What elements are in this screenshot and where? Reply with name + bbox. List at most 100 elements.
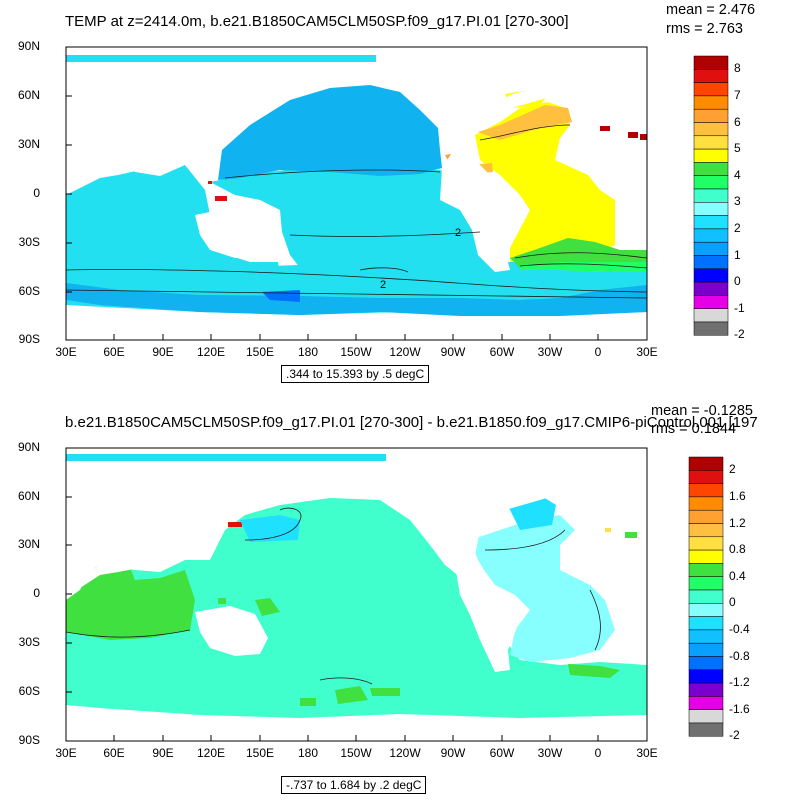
lon-label: 30W: [537, 746, 563, 760]
diff-atlantic: [470, 515, 615, 662]
lat-label: 30S: [18, 235, 40, 249]
colorbar-swatch: [688, 722, 724, 737]
colorbar-label: 0.8: [729, 542, 746, 557]
lon-label: 150W: [340, 746, 372, 760]
continent-americas: [440, 62, 560, 272]
lat-label: 60S: [18, 284, 40, 298]
colorbar-swatch: [693, 241, 729, 256]
panel1-map: 2 2: [65, 46, 648, 341]
lon-label: 60E: [103, 345, 125, 359]
colorbar-swatch: [688, 509, 724, 524]
colorbar-swatch: [688, 523, 724, 538]
lat-label: 60N: [17, 489, 40, 503]
lon-label: 90E: [152, 746, 174, 760]
colorbar-swatch: [693, 122, 729, 137]
colorbar-label: 6: [734, 114, 741, 129]
panel1-mean: mean = 2.476: [666, 2, 756, 18]
colorbar-swatch: [693, 321, 729, 336]
diff-americas: [440, 462, 560, 672]
colorbar-swatch: [688, 483, 724, 498]
lon-label: 30E: [636, 345, 658, 359]
colorbar-label: 2: [729, 462, 736, 477]
lon-label: 120E: [196, 746, 226, 760]
colorbar-label: 0: [734, 274, 741, 289]
panel2-title: b.e21.B1850CAM5CLM50SP.f09_g17.PI.01 [27…: [65, 414, 758, 431]
north-pacific: [218, 85, 442, 180]
pacific-cyan: [210, 168, 500, 268]
colorbar-label: 3: [734, 194, 741, 209]
colorbar-label: -1.2: [729, 675, 750, 690]
lon-label: 60E: [103, 746, 125, 760]
colorbar-swatch: [693, 69, 729, 83]
panel1-title: TEMP at z=2414.0m, b.e21.B1850CAM5CLM50S…: [65, 13, 569, 30]
colorbar-label: 1.2: [729, 515, 746, 530]
colorbar-swatch: [693, 255, 729, 270]
colorbar-swatch: [693, 281, 729, 296]
lon-label: 150W: [340, 345, 372, 359]
lon-label: 0: [594, 345, 602, 359]
panel1-range-box: .344 to 15.393 by .5 degC: [281, 365, 430, 383]
colorbar-swatch: [688, 642, 724, 657]
colorbar-swatch: [693, 268, 729, 283]
panel1-colorbar: [693, 55, 729, 336]
colorbar-label: -2: [729, 728, 740, 743]
colorbar-swatch: [688, 576, 724, 591]
panel2-map: [65, 447, 648, 742]
panel1-ticks: [65, 46, 648, 341]
lat-label: 90S: [18, 733, 40, 747]
colorbar-swatch: [688, 669, 724, 684]
lon-label: 90W: [440, 345, 466, 359]
lon-label: 90E: [152, 345, 174, 359]
lon-label: 30E: [55, 746, 77, 760]
colorbar-swatch: [688, 696, 724, 710]
lon-label: 180: [297, 746, 319, 760]
colorbar-label: 2: [734, 220, 741, 235]
colorbar-swatch: [693, 215, 729, 230]
continent-africa: [66, 148, 160, 195]
lat-label: 90S: [18, 332, 40, 346]
lon-label: 120E: [196, 345, 226, 359]
colorbar-swatch: [688, 456, 724, 471]
panel2-rms: rms = 0.1844: [651, 421, 737, 437]
colorbar-swatch: [693, 108, 729, 123]
colorbar-swatch: [688, 563, 724, 577]
colorbar-swatch: [693, 295, 729, 309]
colorbar-swatch: [688, 629, 724, 644]
lon-label: 60W: [489, 746, 515, 760]
lon-label: 0: [594, 746, 602, 760]
colorbar-swatch: [688, 603, 724, 617]
colorbar-swatch: [693, 82, 729, 97]
lat-label: 30N: [17, 537, 40, 551]
lat-label: 60S: [18, 684, 40, 698]
lat-label: 90N: [17, 39, 40, 53]
lon-label: 150E: [245, 746, 275, 760]
colorbar-label: 8: [734, 61, 741, 76]
colorbar-label: 0.4: [729, 568, 746, 583]
lon-label: 120W: [389, 345, 421, 359]
colorbar-swatch: [693, 95, 729, 110]
lat-label: 0: [33, 186, 40, 200]
lon-label: 150E: [245, 345, 275, 359]
colorbar-swatch: [688, 496, 724, 511]
colorbar-swatch: [688, 656, 724, 671]
colorbar-label: 1.6: [729, 488, 746, 503]
colorbar-label: -0.8: [729, 648, 750, 663]
lon-label: 30W: [537, 345, 563, 359]
colorbar-swatch: [688, 709, 724, 724]
colorbar-swatch: [693, 148, 729, 163]
lon-label: 30E: [55, 345, 77, 359]
colorbar-swatch: [688, 589, 724, 604]
panel2-ticks: [65, 447, 648, 742]
contour-label: 2: [455, 227, 461, 239]
lat-label: 30S: [18, 635, 40, 649]
diff-indian-green: [66, 562, 195, 640]
arctic-strip: [66, 55, 376, 62]
diff-africa: [66, 548, 160, 594]
colorbar-label: -2: [734, 327, 745, 342]
panel2-range-box: -.737 to 1.684 by .2 degC: [281, 776, 427, 794]
colorbar-swatch: [693, 188, 729, 203]
lat-label: 30N: [17, 137, 40, 151]
lon-label: 180: [297, 345, 319, 359]
south-band-blue: [66, 283, 647, 316]
